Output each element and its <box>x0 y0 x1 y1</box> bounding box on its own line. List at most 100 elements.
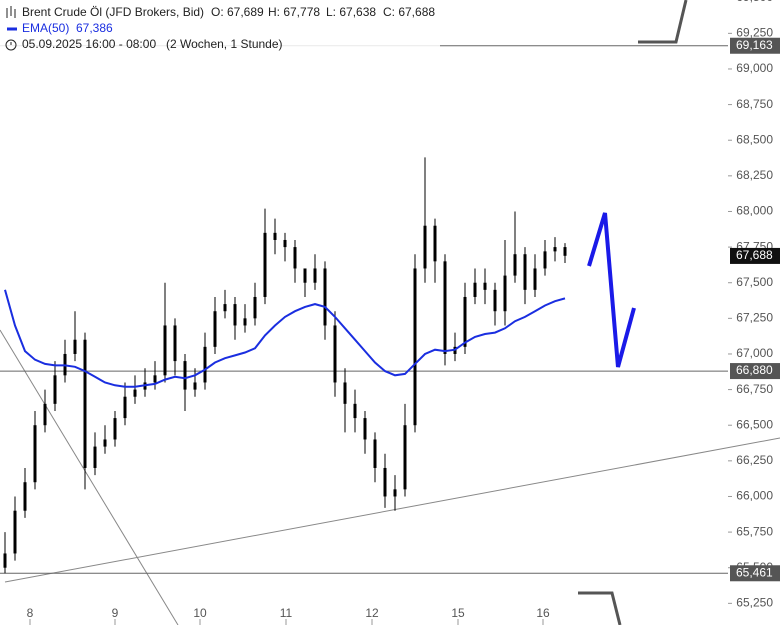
candle-body <box>133 389 137 397</box>
legend-high: H: 67,778 <box>268 5 320 19</box>
candle-body <box>283 239 287 248</box>
candle-body <box>303 268 307 283</box>
candle-body <box>153 375 157 383</box>
x-tick-label: 9 <box>112 606 119 620</box>
candle-body <box>343 382 347 404</box>
level-tag <box>730 363 780 380</box>
clock-icon <box>5 39 17 51</box>
candle-body <box>383 467 387 497</box>
period-legend: (2 Wochen, 1 Stunde) <box>166 37 283 51</box>
level-tag-label: 65,461 <box>736 565 773 579</box>
legend: Brent Crude Öl (JFD Brokers, Bid) O: 67,… <box>0 0 440 54</box>
y-tick-label: 68,000 <box>736 204 773 218</box>
candle-body <box>203 346 207 383</box>
candle-body <box>3 553 7 568</box>
last-price-label: 67,688 <box>736 248 773 262</box>
x-tick-label: 12 <box>365 606 379 620</box>
candle-body <box>53 375 57 404</box>
candle-body <box>353 403 357 419</box>
y-tick-label: 67,500 <box>736 275 773 289</box>
candle-body <box>273 232 277 240</box>
candle-body <box>403 425 407 490</box>
y-tick-label: 66,000 <box>736 489 773 503</box>
y-tick-label: 69,000 <box>736 61 773 75</box>
level-tag-label: 66,880 <box>736 363 773 377</box>
candle-body <box>393 489 397 497</box>
candle-body <box>533 268 537 290</box>
ema-legend: EMA(50) <box>22 21 69 35</box>
candle-body <box>543 251 547 269</box>
candle-body <box>193 382 197 390</box>
x-tick-label: 16 <box>536 606 550 620</box>
y-tick-label: 65,250 <box>736 596 773 610</box>
candle-body <box>173 325 177 362</box>
candle-body <box>503 275 507 312</box>
candle-body <box>243 318 247 326</box>
ema-legend-value: 67,386 <box>76 21 113 35</box>
y-tick-label: 65,750 <box>736 524 773 538</box>
level-tag-label: 69,163 <box>736 38 773 52</box>
candle-body <box>553 247 557 252</box>
legend-close: C: 67,688 <box>383 5 435 19</box>
candle-body <box>523 254 527 290</box>
candle-body <box>253 296 257 319</box>
ema-line <box>4 289 566 388</box>
candle-body <box>113 418 117 440</box>
last-price-tag <box>730 247 780 264</box>
y-tick-label: 67,250 <box>736 311 773 325</box>
y-tick-label: 67,000 <box>736 346 773 360</box>
x-tick-label: 15 <box>451 606 465 620</box>
trend-line <box>0 329 179 625</box>
candle-icon <box>6 6 16 18</box>
candle-body <box>513 254 517 276</box>
candle-body <box>293 247 297 269</box>
candle-body <box>43 403 47 426</box>
candle-body <box>213 311 217 347</box>
y-tick-label: 66,750 <box>736 382 773 396</box>
candle-body <box>13 510 17 554</box>
candle-body <box>423 225 427 269</box>
candle-body <box>93 446 97 468</box>
level-tag <box>730 565 780 582</box>
legend-title: Brent Crude Öl (JFD Brokers, Bid) <box>22 5 204 19</box>
x-tick-label: 8 <box>27 606 34 620</box>
candle-body <box>333 325 337 383</box>
candle-body <box>223 304 227 312</box>
x-tick-label: 10 <box>193 606 207 620</box>
candle-body <box>373 439 377 468</box>
candle-body <box>433 225 437 262</box>
y-tick-label: 69,500 <box>736 0 773 4</box>
y-tick-label: 66,500 <box>736 417 773 431</box>
candle-body <box>363 418 367 440</box>
candle-body <box>413 268 417 426</box>
y-tick-label: 68,500 <box>736 132 773 146</box>
x-tick-label: 11 <box>280 606 293 620</box>
drawing <box>578 591 622 625</box>
candle-body <box>483 282 487 290</box>
candle-body <box>83 339 87 468</box>
candle-body <box>323 268 327 326</box>
y-tick-label: 69,250 <box>736 26 773 40</box>
candle-body <box>33 425 37 483</box>
candle-body <box>163 325 167 376</box>
candle-body <box>563 247 567 256</box>
candle-body <box>233 304 237 326</box>
candle-body <box>23 482 27 511</box>
candle-body <box>103 439 107 447</box>
candle-body <box>263 232 267 297</box>
trend-line <box>4 437 780 583</box>
candle-body <box>463 296 467 347</box>
y-tick-label: 66,250 <box>736 453 773 467</box>
legend-bg <box>0 0 440 54</box>
candle-body <box>473 282 477 297</box>
legend-open: O: 67,689 <box>211 5 264 19</box>
legend-low: L: 67,638 <box>326 5 376 19</box>
level-tag <box>730 37 780 54</box>
drawing <box>638 0 688 44</box>
y-tick-label: 68,250 <box>736 168 773 182</box>
candle-body <box>443 261 447 354</box>
period-legend: 05.09.2025 16:00 - 08:00 <box>22 37 156 51</box>
candle-body <box>123 396 127 419</box>
forecast-arrow <box>587 212 636 368</box>
